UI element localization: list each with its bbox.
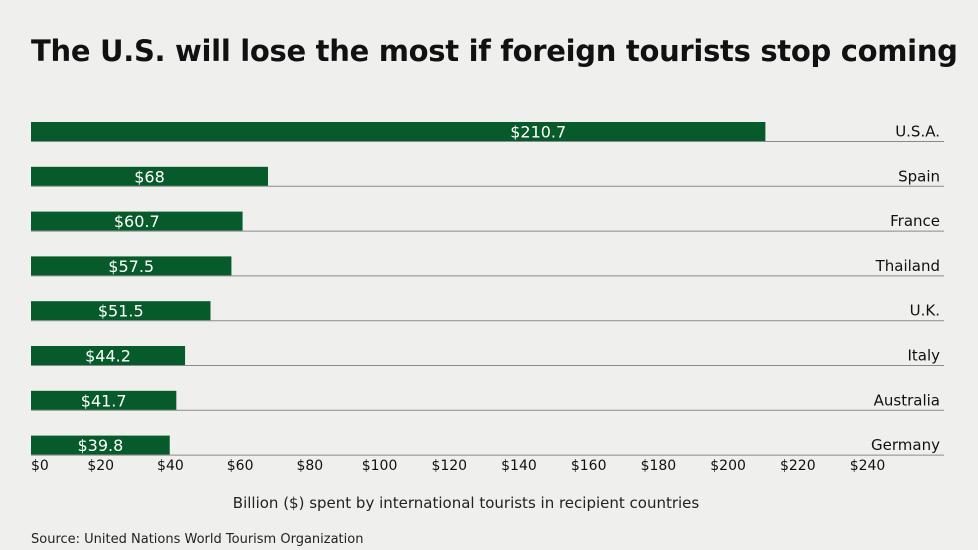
category-label: France [890,212,940,230]
bar-chart: $210.7 U.S.A. $68 Spain $60.7 France $57.5 Thai… [31,122,944,474]
bar [31,346,186,365]
x-tick-label: $140 [501,458,537,474]
x-tick-label: $220 [780,458,816,474]
x-tick-label: $180 [641,458,677,474]
bar-value-label: $44.2 [85,347,131,366]
bar-value-label: $51.5 [98,302,144,321]
bar-value-label: $210.7 [510,123,566,142]
x-tick-label: $160 [571,458,607,474]
x-tick-label: $120 [431,458,467,474]
bar [31,166,269,186]
category-label: Australia [874,391,940,409]
category-label: Germany [871,436,940,454]
category-label: U.K. [910,302,940,320]
chart-title: The U.S. will lose the most if foreign t… [31,34,958,68]
x-tick-label: $80 [296,458,323,474]
category-label: U.S.A. [895,123,940,141]
bar [31,256,232,276]
x-tick-label: $60 [227,458,254,474]
x-tick-label: $40 [157,458,184,474]
bar [31,435,170,455]
x-axis-label: Billion ($) spent by international touri… [232,494,700,512]
x-tick-label: $240 [850,458,886,474]
bar-value-label: $68 [134,167,165,186]
x-tick-label: $0 [31,458,49,474]
bar-value-label: $57.5 [108,257,154,276]
source-note: Source: United Nations World Tourism Org… [31,532,364,547]
bar [31,301,211,321]
bar-value-label: $60.7 [114,212,160,231]
bar [31,211,243,231]
x-tick-label: $200 [710,458,746,474]
category-label: Thailand [875,257,940,275]
bar [31,122,766,141]
category-label: Spain [898,167,940,185]
x-tick-label: $100 [362,458,398,474]
x-axis-ticks: $0 $20 $40 $60 $80 $100 $120 $140 $160 $180 $200 $2… [31,458,885,474]
bar-rows: $210.7 U.S.A. $68 Spain $60.7 France $57.5 Thai… [31,122,944,456]
bar [31,390,177,410]
bar-value-label: $39.8 [77,436,123,455]
x-tick-label: $20 [87,458,114,474]
bar-value-label: $41.7 [81,391,127,410]
category-label: Italy [907,347,940,365]
